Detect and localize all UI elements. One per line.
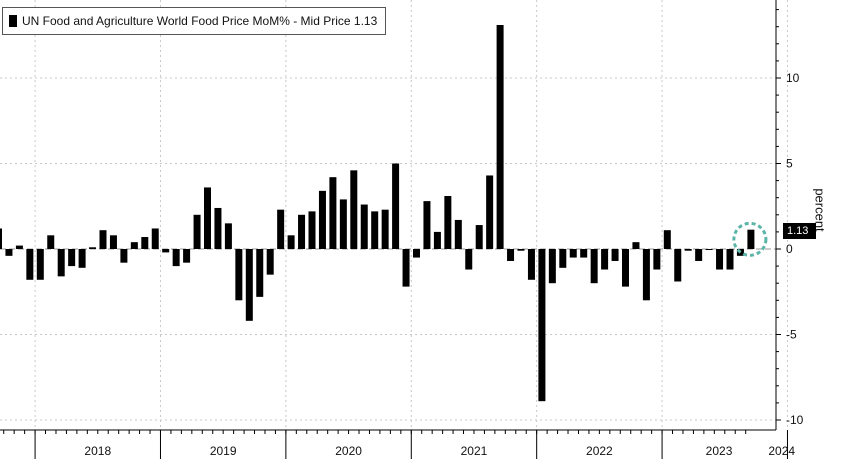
x-tick-label: 2021: [461, 444, 488, 458]
bar: [0, 228, 2, 249]
bar: [78, 249, 86, 268]
x-tick-label: 2019: [210, 444, 237, 458]
bar: [172, 249, 180, 267]
y-tick-label: 10: [786, 71, 800, 85]
bar: [360, 204, 368, 249]
bar: [747, 229, 755, 249]
last-value-badge: 1.13: [783, 223, 816, 239]
bar: [517, 249, 525, 251]
bar: [527, 249, 535, 280]
bar: [204, 187, 211, 249]
bar: [684, 249, 692, 251]
legend-swatch: [9, 15, 17, 27]
y-tick-label: -10: [786, 413, 804, 427]
x-tick-label: 2024: [768, 444, 795, 458]
bar: [454, 219, 462, 249]
bar: [653, 249, 661, 270]
bar: [423, 201, 431, 249]
bar: [392, 163, 400, 249]
bar: [632, 242, 640, 249]
x-tick-label: 2023: [706, 444, 733, 458]
bar: [151, 228, 159, 249]
bar: [214, 207, 222, 249]
bar: [716, 249, 724, 270]
bar: [705, 249, 713, 250]
bar: [15, 245, 23, 249]
bar: [496, 24, 504, 249]
bar: [141, 237, 149, 249]
bar: [559, 249, 567, 268]
legend: UN Food and Agriculture World Food Price…: [2, 7, 387, 35]
bar: [674, 249, 682, 282]
bar: [569, 249, 577, 258]
bar: [329, 177, 337, 249]
bar: [36, 249, 44, 280]
x-tick-label: 2020: [335, 444, 362, 458]
bars: [0, 24, 768, 402]
bar: [433, 231, 441, 249]
bar: [287, 235, 295, 249]
bar: [183, 249, 191, 263]
bar: [475, 225, 483, 249]
bar: [590, 249, 598, 284]
bar: [413, 249, 420, 258]
bar: [580, 249, 588, 258]
bar: [726, 249, 734, 270]
bar: [99, 230, 107, 249]
axes: -10 -5 0 5 10 2018 2019 2020 2021 2022 2023 2024: [0, 0, 804, 459]
highlight-circle: [732, 221, 768, 257]
bar: [402, 249, 410, 287]
gridlines: [0, 0, 788, 430]
bar: [548, 249, 556, 284]
bar: [486, 175, 494, 249]
bar: [26, 249, 34, 280]
bar: [47, 235, 55, 249]
bar: [339, 199, 347, 249]
bar: [642, 249, 650, 301]
bar: [256, 249, 264, 297]
bar: [507, 249, 515, 261]
bar: [601, 249, 609, 270]
bar: [622, 249, 629, 287]
bar: [663, 230, 671, 249]
bar: [266, 249, 274, 275]
bar: [371, 211, 379, 249]
bar: [350, 170, 358, 249]
y-tick-label: 0: [786, 242, 793, 256]
y-tick-label: 5: [786, 157, 793, 171]
bar: [109, 235, 117, 249]
bar: [611, 249, 619, 261]
bar: [68, 249, 76, 267]
bar: [235, 249, 243, 301]
bar: [162, 249, 170, 253]
bar: [193, 214, 201, 249]
x-tick-label: 2022: [586, 444, 613, 458]
bar: [245, 249, 253, 321]
bar: [736, 249, 744, 256]
bar: [465, 249, 473, 270]
x-tick-label: 2018: [84, 444, 111, 458]
bar: [695, 249, 703, 261]
legend-label: UN Food and Agriculture World Food Price…: [22, 14, 378, 28]
bar: [277, 209, 285, 249]
bar: [57, 249, 65, 277]
bar: [318, 190, 326, 249]
bar: [120, 249, 128, 263]
y-tick-label: -5: [786, 328, 797, 342]
bar: [381, 209, 389, 249]
bar: [538, 249, 546, 402]
bar: [5, 249, 13, 256]
bar: [444, 195, 452, 249]
bar: [308, 211, 316, 249]
bar: [224, 223, 232, 249]
bar: [298, 214, 306, 249]
bar: [89, 247, 97, 249]
bar: [130, 242, 138, 249]
